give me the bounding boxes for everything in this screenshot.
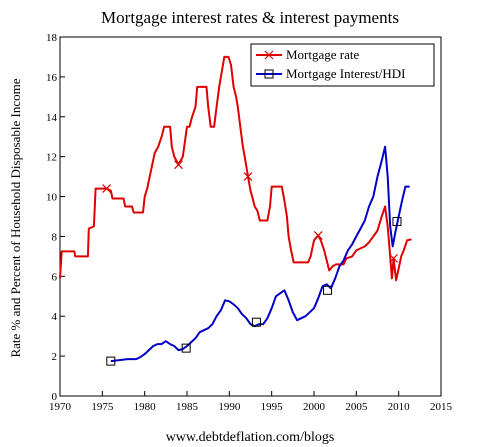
data-point-marker: [106, 356, 116, 366]
y-tick-label: 12: [46, 152, 57, 164]
legend-box: [250, 43, 435, 87]
y-tick-label: 6: [52, 271, 58, 283]
x-tick-label: 2005: [345, 401, 368, 413]
chart-title: Mortgage interest rates & interest payme…: [101, 8, 399, 27]
series-layer: [59, 55, 412, 366]
x-axis: 1970 1975 1980 1985 1990 1995 2000 2005 2010 2015: [49, 391, 453, 413]
x-tick-label: 1985: [176, 401, 199, 413]
legend-item: Mortgage Interest/HDI: [256, 66, 406, 81]
plot-area: [59, 36, 442, 397]
data-point-marker: [174, 160, 183, 170]
x-tick-label: 2015: [430, 401, 453, 413]
x-tick-label: 1975: [91, 401, 114, 413]
series-mortgage-interest-hdi: [106, 145, 410, 366]
y-tick-label: 14: [46, 112, 58, 124]
y-tick-label: 8: [52, 231, 58, 243]
y-tick-label: 16: [46, 72, 58, 84]
source-credit: www.debtdeflation.com/blogs: [166, 430, 335, 445]
series-line: [110, 145, 410, 363]
y-tick-label: 18: [46, 32, 58, 44]
x-tick-label: 1980: [134, 401, 157, 413]
plot-frame: [59, 36, 442, 397]
data-point-marker: [313, 231, 323, 240]
legend-item: Mortgage rate: [256, 47, 360, 62]
x-tick-label: 1970: [49, 401, 72, 413]
x-tick-label: 2000: [303, 401, 326, 413]
y-tick-label: 4: [52, 311, 58, 323]
data-point-marker: [389, 253, 399, 263]
data-point-marker: [251, 317, 261, 327]
data-point-marker: [102, 184, 111, 194]
legend-marker: [264, 69, 274, 79]
y-tick-label: 0: [52, 391, 58, 403]
y-tick-label: 2: [52, 351, 58, 363]
series-mortgage-rate: [59, 55, 412, 282]
y-tick-label: 10: [46, 192, 58, 204]
data-point-marker: [181, 343, 191, 353]
data-point-marker: [323, 285, 333, 295]
data-point-marker: [243, 172, 253, 182]
data-point-marker: [392, 216, 402, 226]
y-axis: 0 2 4 6 8 10 12 14 16 18: [46, 32, 65, 403]
x-tick-label: 2010: [388, 401, 411, 413]
x-tick-label: 1990: [218, 401, 241, 413]
legend-marker: [264, 50, 274, 60]
x-tick-label: 1995: [261, 401, 284, 413]
legend-label: Mortgage Interest/HDI: [286, 66, 406, 81]
y-axis-label: Rate % and Percent of Household Disposab…: [8, 78, 23, 357]
legend-label: Mortgage rate: [286, 47, 360, 62]
series-line: [59, 55, 412, 282]
legend: Mortgage rate Mortgage Interest/HDI: [250, 43, 435, 87]
